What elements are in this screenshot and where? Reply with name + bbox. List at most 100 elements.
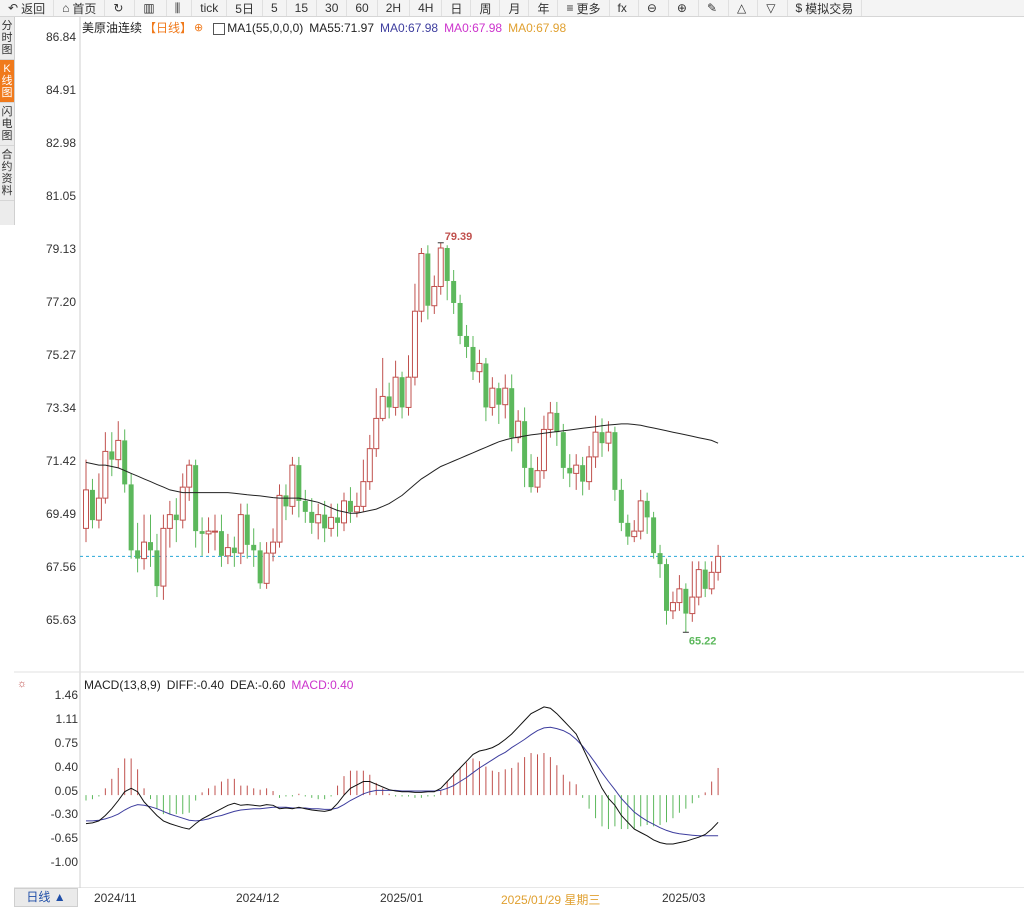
toolbar-item-日[interactable]: 日 <box>442 0 472 16</box>
toolbar-item-周[interactable]: 周 <box>471 0 501 16</box>
toolbar-item-candlestick-icon[interactable]: ⫼ <box>167 0 193 16</box>
toolbar-item-4H[interactable]: 4H <box>410 0 443 16</box>
candle-body <box>683 588 689 614</box>
candle-body <box>676 588 683 604</box>
candle-body <box>489 387 496 408</box>
toolbar-item-首页[interactable]: ⌂ 首页 <box>54 0 106 16</box>
macd-tick-label: -0.65 <box>50 831 78 846</box>
candle-body <box>483 363 489 408</box>
toolbar-item-更多[interactable]: ≡ 更多 <box>558 0 610 16</box>
candle-body <box>335 517 341 523</box>
toolbar-item-formula-icon[interactable]: fx <box>610 0 639 16</box>
macd-tick-label: -0.30 <box>50 807 78 822</box>
candle-body <box>625 522 631 537</box>
candle-body <box>708 571 715 590</box>
toolbar-item-refresh-icon[interactable]: ↻ <box>105 0 136 16</box>
chart-area[interactable]: 79.39 65.22 <box>0 0 1024 888</box>
price-legend: 美原油连续 【日线】 ⊕ MA1(55,0,0,0) MA55:71.97 MA… <box>82 19 566 36</box>
toolbar-label: 月 <box>508 1 521 16</box>
price-tick-label: 67.56 <box>45 559 76 574</box>
toolbar-item-triangle-down-icon[interactable]: ▽ <box>758 0 788 16</box>
toolbar-label: tick <box>200 1 219 15</box>
price-tick-label: 65.63 <box>45 613 76 627</box>
toolbar-item-年[interactable]: 年 <box>529 0 559 16</box>
candle-body <box>186 464 193 488</box>
candle-body <box>605 431 612 444</box>
candle-body <box>154 550 160 587</box>
toolbar-item-zoom-in-icon[interactable]: ⊕ <box>669 0 699 16</box>
ma1-label: MA1(55,0,0,0) <box>227 20 304 35</box>
toolbar-item-tick[interactable]: tick <box>192 0 228 16</box>
sidebar-item-0[interactable]: 分时图 <box>0 17 14 60</box>
toolbar-label: 日 <box>450 1 463 16</box>
candle-body <box>160 527 167 587</box>
candle-body <box>199 531 205 534</box>
candle-body <box>347 500 353 512</box>
macd-settings-icon[interactable]: ☼ <box>17 678 28 690</box>
toolbar-item-5[interactable]: 5 <box>263 0 287 16</box>
toolbar-item-bar-chart-icon[interactable]: ▥ <box>135 0 167 16</box>
candle-body <box>573 464 580 474</box>
toolbar-label: 模拟交易 <box>805 1 854 16</box>
sidebar-item-3[interactable]: 合约资料 <box>0 146 14 201</box>
home-icon: ⌂ <box>62 1 70 15</box>
macd-legend: MACD(13,8,9) DIFF:-0.40 DEA:-0.60 MACD:0… <box>84 678 353 692</box>
candle-body <box>560 432 566 468</box>
candle-body <box>289 464 296 507</box>
toolbar-label: 4H <box>418 1 434 15</box>
toolbar-label: 返回 <box>21 1 46 16</box>
candle-body <box>212 530 218 533</box>
toolbar-item-triangle-up-icon[interactable]: △ <box>729 0 759 16</box>
candle-body <box>179 486 186 521</box>
price-tick-label: 71.42 <box>45 453 76 468</box>
sidebar-item-2[interactable]: 闪电图 <box>0 103 14 146</box>
candle-body <box>657 553 663 565</box>
candle-body <box>599 432 605 444</box>
toolbar-item-15[interactable]: 15 <box>287 0 318 16</box>
candle-body <box>425 253 431 306</box>
macd-tick-label: 1.46 <box>54 688 78 702</box>
candle-body <box>309 511 315 523</box>
settings-icon[interactable]: ⊕ <box>194 22 204 34</box>
candle-body <box>470 346 476 372</box>
toolbar-item-zoom-out-icon[interactable]: ⊖ <box>639 0 669 16</box>
period-select-button[interactable]: 日线 ▲ <box>14 888 78 907</box>
toolbar-item-pen-icon[interactable]: ✎ <box>699 0 730 16</box>
price-tick-label: 75.27 <box>45 348 76 363</box>
macd-title: MACD(13,8,9) <box>84 678 161 692</box>
price-tick-label: 77.20 <box>45 294 76 309</box>
candle-body <box>592 431 599 458</box>
toolbar-item-返回[interactable]: ↶ 返回 <box>0 0 55 16</box>
formula-icon: fx <box>617 1 627 15</box>
toolbar-item-2H[interactable]: 2H <box>378 0 411 16</box>
dollar-icon: $ <box>795 1 803 15</box>
candle-body <box>122 440 128 485</box>
candle-body <box>437 247 444 287</box>
toolbar-item-模拟交易[interactable]: $ 模拟交易 <box>788 0 863 16</box>
candle-body <box>689 596 696 615</box>
sidebar-item-1[interactable]: K线图 <box>0 60 14 103</box>
candle-body <box>567 467 573 474</box>
crosshair-date-label: 2025/01/29 星期三 <box>501 893 601 907</box>
indicator-icon[interactable] <box>213 22 226 35</box>
price-tick-label: 86.84 <box>45 30 76 44</box>
candle-body <box>270 541 277 554</box>
candle-body <box>580 465 586 482</box>
toolbar-label: 年 <box>537 1 550 16</box>
candle-body <box>522 421 528 468</box>
candle-body <box>83 489 89 529</box>
toolbar-item-5日[interactable]: 5日 <box>227 0 263 16</box>
candle-body <box>328 516 335 529</box>
candle-body <box>366 448 373 483</box>
candle-body <box>715 555 722 573</box>
triangle-down-icon: ▽ <box>766 1 776 15</box>
toolbar-item-月[interactable]: 月 <box>500 0 530 16</box>
candle-body <box>464 335 470 347</box>
menu-icon: ≡ <box>566 1 574 15</box>
candle-body <box>637 500 644 532</box>
toolbar-item-60[interactable]: 60 <box>347 0 378 16</box>
dea-line <box>86 726 719 837</box>
candle-body <box>540 428 547 472</box>
candle-body <box>669 602 676 612</box>
toolbar-item-30[interactable]: 30 <box>317 0 348 16</box>
